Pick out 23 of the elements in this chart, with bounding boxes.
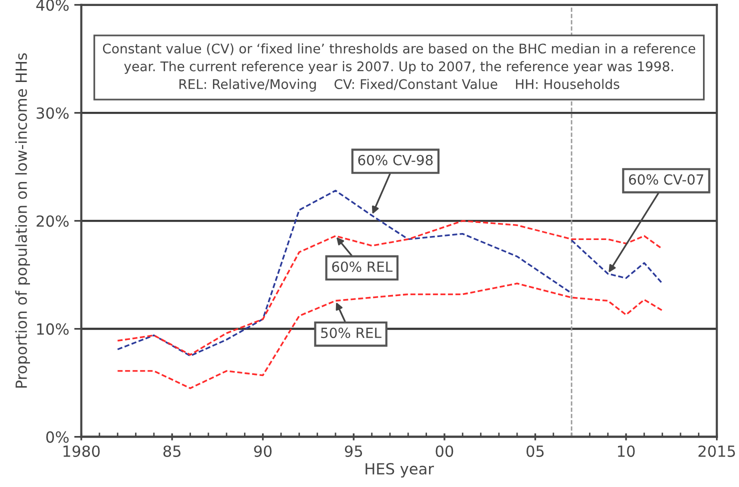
annotation: 50% REL — [321, 328, 382, 338]
x-tick-label: 10 — [618, 445, 635, 457]
line-series — [116, 220, 664, 356]
y-tick-label: 20% — [36, 215, 69, 227]
x-tick-label: 05 — [526, 445, 544, 457]
annotation: 60% CV-07 — [629, 174, 704, 185]
annotation: 60% REL — [332, 261, 393, 272]
x-tick-label: 1980 — [64, 445, 100, 457]
x-tick-label: 2015 — [698, 445, 735, 457]
x-tick-label: 95 — [344, 445, 362, 457]
line-series — [570, 239, 664, 284]
x-axis-title: HES year — [366, 463, 434, 478]
y-axis-title: Proportion of population on low-income HHs — [15, 53, 30, 388]
y-tick-label: 10% — [37, 323, 69, 335]
annotation: 60% CV-98 — [358, 154, 433, 166]
y-tick-label: 0% — [46, 431, 69, 443]
x-tick-label: 90 — [254, 445, 272, 457]
x-tick-label: 85 — [163, 445, 180, 457]
annotation: Constant value (CV) or ‘fixed line’ thresholds are based on the BHC median in a reference year. The current reference year is 2007. Up to 2007, the reference year was 1998. REL: Relative/Moving CV: Fixed/Constant Value HH: Households — [102, 43, 696, 92]
x-tick-label: 00 — [436, 445, 454, 457]
y-tick-label: 30% — [36, 107, 69, 119]
line-series — [116, 190, 572, 357]
line-series — [116, 282, 664, 390]
